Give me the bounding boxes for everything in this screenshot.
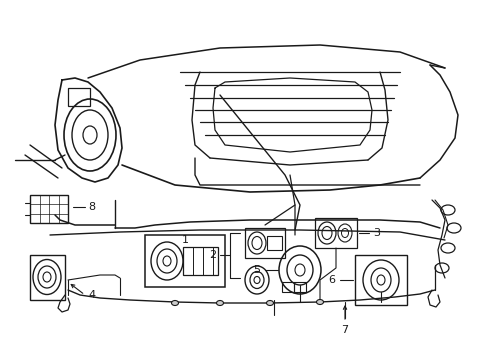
Bar (314, 218, 356, 248)
Bar (354, 255, 406, 305)
Text: 1: 1 (181, 235, 188, 245)
Ellipse shape (216, 301, 223, 306)
Text: 4: 4 (88, 290, 95, 300)
Text: 7: 7 (341, 325, 348, 335)
Text: 5: 5 (253, 265, 260, 275)
Bar (68, 88, 90, 106)
Ellipse shape (316, 300, 323, 305)
Bar (30, 255, 65, 300)
Bar (282, 282, 293, 292)
Text: 3: 3 (373, 228, 380, 238)
Bar (183, 247, 218, 275)
Ellipse shape (266, 301, 273, 306)
Bar (145, 235, 224, 287)
Text: 2: 2 (209, 250, 216, 260)
Text: 8: 8 (88, 202, 95, 212)
Bar (266, 236, 282, 250)
Bar (30, 195, 68, 223)
Text: 6: 6 (328, 275, 335, 285)
Ellipse shape (171, 301, 178, 306)
Bar (244, 228, 285, 258)
Bar (293, 282, 305, 292)
